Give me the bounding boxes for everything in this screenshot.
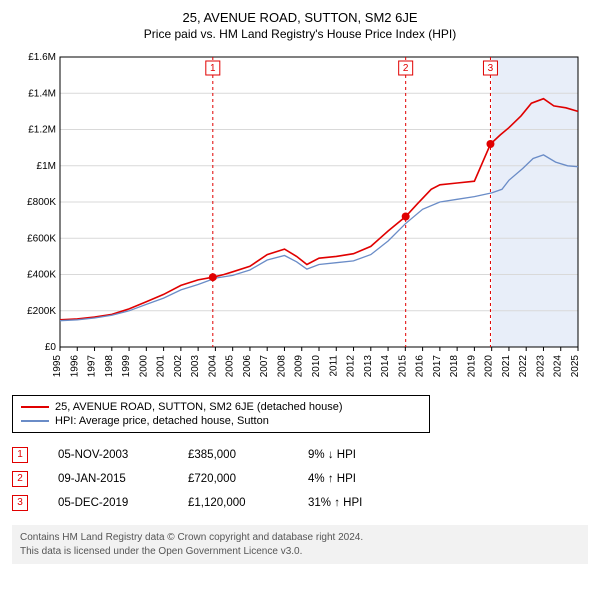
svg-text:3: 3 <box>488 63 494 74</box>
sales-row: 3 05-DEC-2019 £1,120,000 31% ↑ HPI <box>12 491 588 515</box>
svg-text:£600K: £600K <box>27 233 56 244</box>
svg-text:2010: 2010 <box>311 355 322 378</box>
svg-text:2016: 2016 <box>415 355 426 378</box>
svg-text:£400K: £400K <box>27 270 56 281</box>
svg-text:2011: 2011 <box>328 355 339 377</box>
sale-date: 05-DEC-2019 <box>58 497 158 509</box>
svg-text:2014: 2014 <box>380 355 391 378</box>
svg-text:2009: 2009 <box>294 355 305 378</box>
legend-swatch <box>21 406 49 408</box>
sale-marker-number: 3 <box>12 495 28 511</box>
svg-text:2023: 2023 <box>535 355 546 378</box>
svg-text:2007: 2007 <box>259 355 270 378</box>
svg-text:£200K: £200K <box>27 306 56 317</box>
sales-row: 1 05-NOV-2003 £385,000 9% ↓ HPI <box>12 443 588 467</box>
sale-vs-hpi: 31% ↑ HPI <box>308 497 398 509</box>
svg-text:2005: 2005 <box>225 355 236 378</box>
svg-text:£1.2M: £1.2M <box>28 125 56 136</box>
attribution-box: Contains HM Land Registry data © Crown c… <box>12 525 588 564</box>
sales-row: 2 09-JAN-2015 £720,000 4% ↑ HPI <box>12 467 588 491</box>
sale-date: 05-NOV-2003 <box>58 449 158 461</box>
svg-text:2008: 2008 <box>276 355 287 378</box>
svg-text:1996: 1996 <box>69 355 80 378</box>
svg-text:1997: 1997 <box>87 355 98 378</box>
svg-text:2018: 2018 <box>449 355 460 378</box>
svg-text:£1.4M: £1.4M <box>28 88 56 99</box>
svg-text:£800K: £800K <box>27 197 56 208</box>
sale-price: £720,000 <box>188 473 278 485</box>
legend-item: 25, AVENUE ROAD, SUTTON, SM2 6JE (detach… <box>21 400 421 414</box>
sale-marker-number: 2 <box>12 471 28 487</box>
legend-label: 25, AVENUE ROAD, SUTTON, SM2 6JE (detach… <box>55 401 343 413</box>
sale-date: 09-JAN-2015 <box>58 473 158 485</box>
svg-text:2024: 2024 <box>553 355 564 378</box>
sale-vs-hpi: 9% ↓ HPI <box>308 449 398 461</box>
svg-text:2025: 2025 <box>570 355 581 378</box>
svg-text:1: 1 <box>210 63 216 74</box>
svg-text:£1M: £1M <box>37 161 56 172</box>
svg-text:2003: 2003 <box>190 355 201 378</box>
svg-text:2017: 2017 <box>432 355 443 378</box>
svg-text:2012: 2012 <box>346 355 357 378</box>
svg-text:2020: 2020 <box>484 355 495 378</box>
chart-subtitle: Price paid vs. HM Land Registry's House … <box>12 27 588 41</box>
legend-item: HPI: Average price, detached house, Sutt… <box>21 414 421 428</box>
svg-text:1999: 1999 <box>121 355 132 378</box>
line-chart-svg: £0 £200K £400K £600K £800K £1M £1.2M £1.4M £1.6M… <box>12 49 588 389</box>
svg-text:£1.6M: £1.6M <box>28 52 56 63</box>
sale-price: £385,000 <box>188 449 278 461</box>
sale-price: £1,120,000 <box>188 497 278 509</box>
svg-text:2000: 2000 <box>138 355 149 378</box>
svg-text:1998: 1998 <box>104 355 115 378</box>
attribution-line-2: This data is licensed under the Open Gov… <box>20 545 580 559</box>
svg-text:2006: 2006 <box>242 355 253 378</box>
svg-text:2001: 2001 <box>156 355 167 378</box>
svg-text:2002: 2002 <box>173 355 184 378</box>
svg-text:2013: 2013 <box>363 355 374 378</box>
svg-text:1995: 1995 <box>52 355 63 378</box>
svg-text:2021: 2021 <box>501 355 512 378</box>
chart-container: 25, AVENUE ROAD, SUTTON, SM2 6JE Price p… <box>0 0 600 576</box>
legend-swatch <box>21 420 49 422</box>
svg-text:2015: 2015 <box>397 355 408 378</box>
sale-vs-hpi: 4% ↑ HPI <box>308 473 398 485</box>
svg-text:2: 2 <box>403 63 409 74</box>
attribution-line-1: Contains HM Land Registry data © Crown c… <box>20 531 580 545</box>
chart-legend: 25, AVENUE ROAD, SUTTON, SM2 6JE (detach… <box>12 395 430 433</box>
sales-table: 1 05-NOV-2003 £385,000 9% ↓ HPI 2 09-JAN-2015… <box>12 443 588 515</box>
svg-text:2004: 2004 <box>207 355 218 378</box>
sale-marker-number: 1 <box>12 447 28 463</box>
svg-text:£0: £0 <box>45 342 57 353</box>
legend-label: HPI: Average price, detached house, Sutt… <box>55 415 269 427</box>
svg-text:2022: 2022 <box>518 355 529 378</box>
chart-title: 25, AVENUE ROAD, SUTTON, SM2 6JE <box>12 10 588 25</box>
svg-text:2019: 2019 <box>466 355 477 378</box>
chart-area: £0 £200K £400K £600K £800K £1M £1.2M £1.4M £1.6M… <box>12 49 588 389</box>
